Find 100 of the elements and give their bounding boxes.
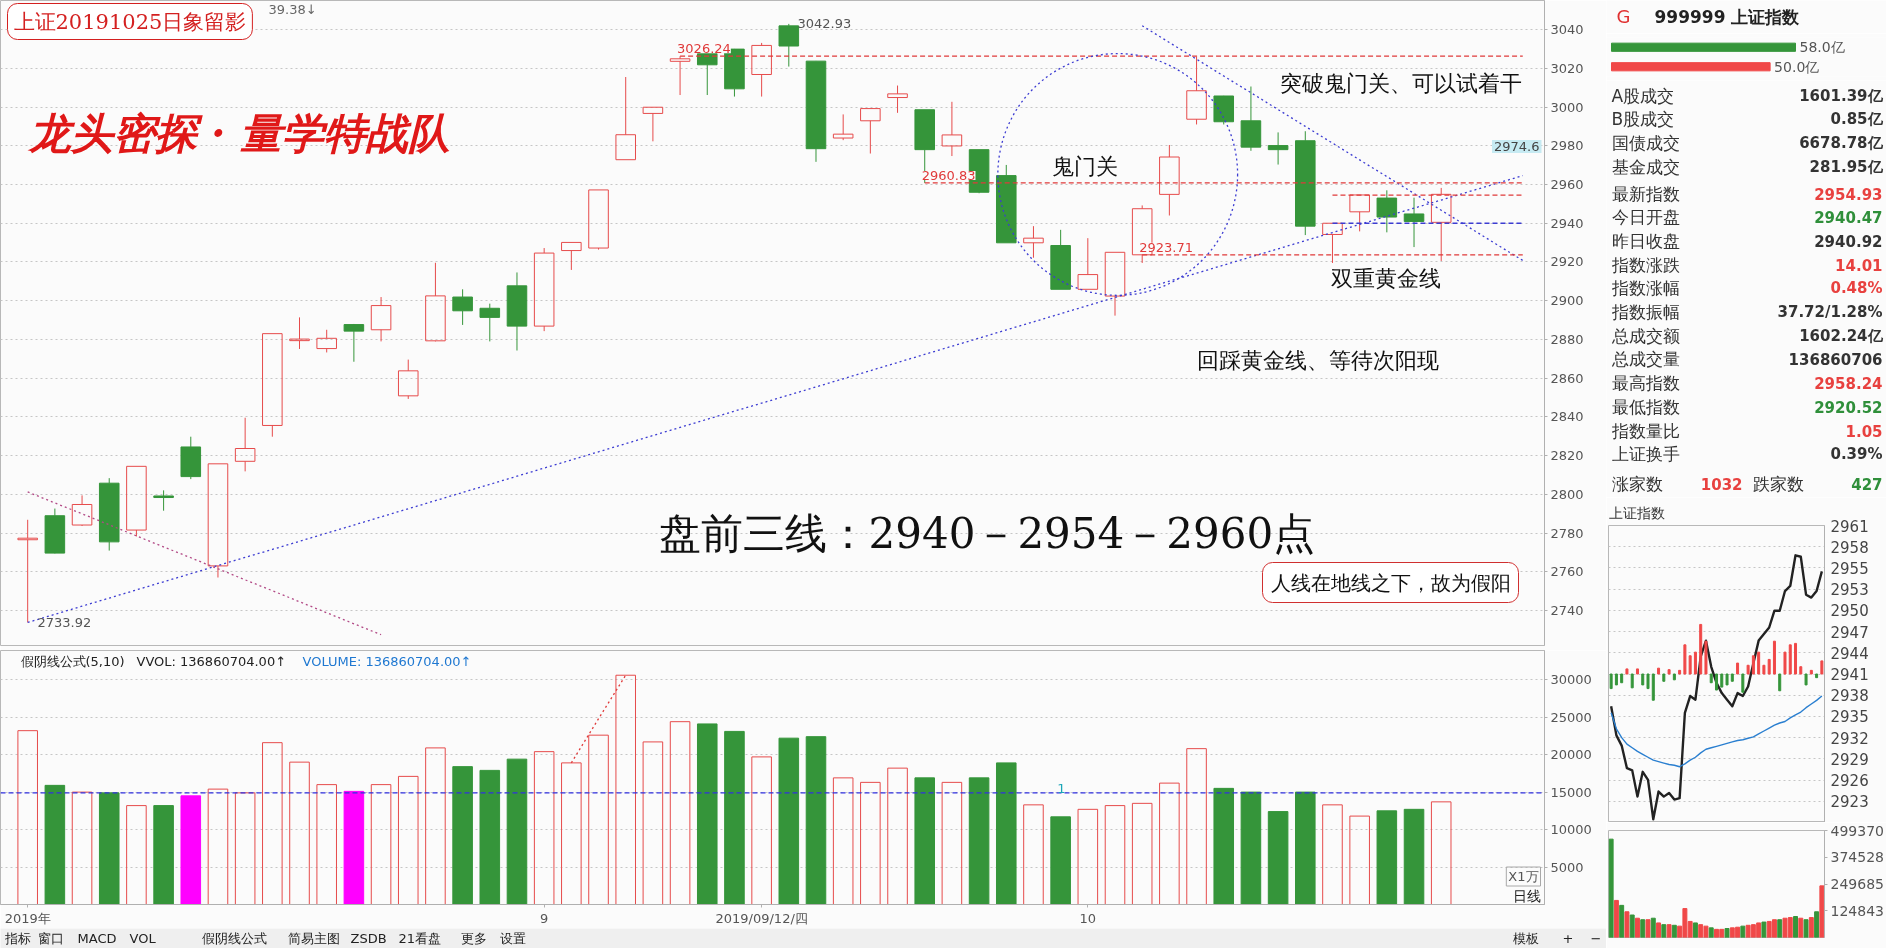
- bar: [1709, 673, 1713, 684]
- annotation: 双重黄金线: [1330, 266, 1441, 291]
- y-tick-label: 2947: [1830, 623, 1869, 642]
- category-label: 总成交额: [1610, 325, 1680, 346]
- bar: [1762, 664, 1766, 675]
- annotation: 1: [1057, 781, 1066, 796]
- candlestick: [615, 76, 636, 161]
- candlestick: [941, 101, 963, 157]
- text: 模板: [1512, 931, 1539, 946]
- bar: [126, 805, 147, 905]
- y-tick-label: 2932: [1830, 729, 1869, 748]
- bar: [1798, 917, 1804, 938]
- line-series: [1609, 554, 1824, 821]
- text: 1601.39亿: [1799, 86, 1883, 105]
- bar: [1736, 662, 1740, 675]
- bar: [1814, 911, 1820, 938]
- bar: [1213, 787, 1235, 905]
- bar: [153, 805, 174, 905]
- candlestick: [1077, 237, 1099, 290]
- text: 更多: [460, 931, 487, 946]
- bar: [805, 736, 827, 905]
- bar: [696, 723, 718, 905]
- y-tick-label: 2960: [1550, 177, 1584, 193]
- bar: [1619, 904, 1625, 938]
- bar: [1678, 669, 1682, 675]
- bar: [1430, 801, 1452, 905]
- annotation: 2960.83: [921, 167, 976, 183]
- x-tick-label: 2019年: [4, 910, 51, 926]
- x-tick-label: 9: [540, 910, 549, 926]
- bar: [1077, 808, 1099, 905]
- text: 37.72/1.28%: [1777, 303, 1883, 321]
- bar: [506, 758, 528, 905]
- text: 指标: [3, 931, 31, 946]
- bar: [17, 730, 38, 905]
- y-tick-label: 2935: [1830, 708, 1869, 727]
- y-tick-label: 2944: [1830, 644, 1869, 663]
- text: MACD: [77, 931, 117, 946]
- text: 999999 上证指数: [1654, 6, 1801, 27]
- bar: [1186, 748, 1207, 905]
- category-label: 基金成交: [1611, 156, 1680, 177]
- annotation: 2733.92: [37, 615, 92, 630]
- annotation: 3026.24: [677, 41, 731, 57]
- y-tick-label: 2961: [1830, 517, 1869, 536]
- bar: [1683, 644, 1687, 675]
- y-tick-label: 124843: [1830, 902, 1884, 919]
- bar: [1808, 917, 1814, 938]
- bar: [1661, 924, 1667, 938]
- bar: [1757, 651, 1761, 675]
- bar: [370, 784, 392, 905]
- bar: [207, 788, 229, 905]
- candlestick: [397, 359, 419, 400]
- bar: [1708, 927, 1714, 938]
- bar: [289, 761, 310, 905]
- bar: [1778, 673, 1782, 692]
- text: 窗口: [37, 931, 64, 946]
- bar: [1646, 673, 1650, 690]
- bar: [995, 762, 1017, 905]
- y-tick-label: 2760: [1550, 564, 1584, 580]
- bar: [1730, 673, 1734, 682]
- y-tick-label: 2929: [1830, 750, 1869, 769]
- bar: [1777, 919, 1783, 938]
- category-label: 总成交量: [1610, 349, 1680, 370]
- text: ZSDB: [350, 931, 387, 946]
- candlestick: [1267, 131, 1289, 166]
- data-label: 50.0亿: [1774, 58, 1820, 75]
- line-series: [1610, 695, 1823, 768]
- bar: [1767, 658, 1771, 675]
- candlestick: [1349, 194, 1370, 232]
- bar: [1635, 668, 1639, 675]
- candlestick: [262, 333, 283, 438]
- y-tick-label: 2840: [1550, 409, 1584, 425]
- y-tick-label: 10000: [1550, 822, 1592, 838]
- bar: [1693, 651, 1697, 675]
- y-tick-label: 2938: [1830, 687, 1869, 706]
- y-tick-label: 2740: [1550, 603, 1584, 619]
- y-tick-label: 2780: [1550, 525, 1584, 541]
- data-label: 58.0亿: [1799, 39, 1845, 56]
- text: 2940.92: [1814, 232, 1883, 251]
- y-tick-label: 2820: [1550, 448, 1584, 464]
- candlestick: [669, 55, 691, 96]
- category-label: A股成交: [1611, 85, 1675, 106]
- bar: [1620, 673, 1624, 684]
- bar: [1699, 623, 1703, 675]
- category-label: 指数涨幅: [1610, 278, 1680, 299]
- bar: [1651, 673, 1655, 701]
- text: 1.05: [1845, 422, 1883, 441]
- y-tick-label: 2880: [1550, 331, 1584, 347]
- bar: [1131, 802, 1153, 905]
- text: 设置: [499, 931, 526, 946]
- bar: [1772, 640, 1776, 675]
- bar: [1704, 640, 1708, 675]
- bar: [1783, 651, 1787, 675]
- candlestick: [17, 519, 38, 623]
- text: 2920.52: [1814, 398, 1883, 417]
- annotation: 盘前三线：2940－2954－2960点: [658, 509, 1316, 558]
- bar: [778, 737, 800, 905]
- bar: [1267, 811, 1289, 905]
- bar: [1671, 924, 1677, 938]
- bar: [860, 781, 881, 905]
- annotation: 回踩黄金线、等待次阳现: [1196, 348, 1439, 373]
